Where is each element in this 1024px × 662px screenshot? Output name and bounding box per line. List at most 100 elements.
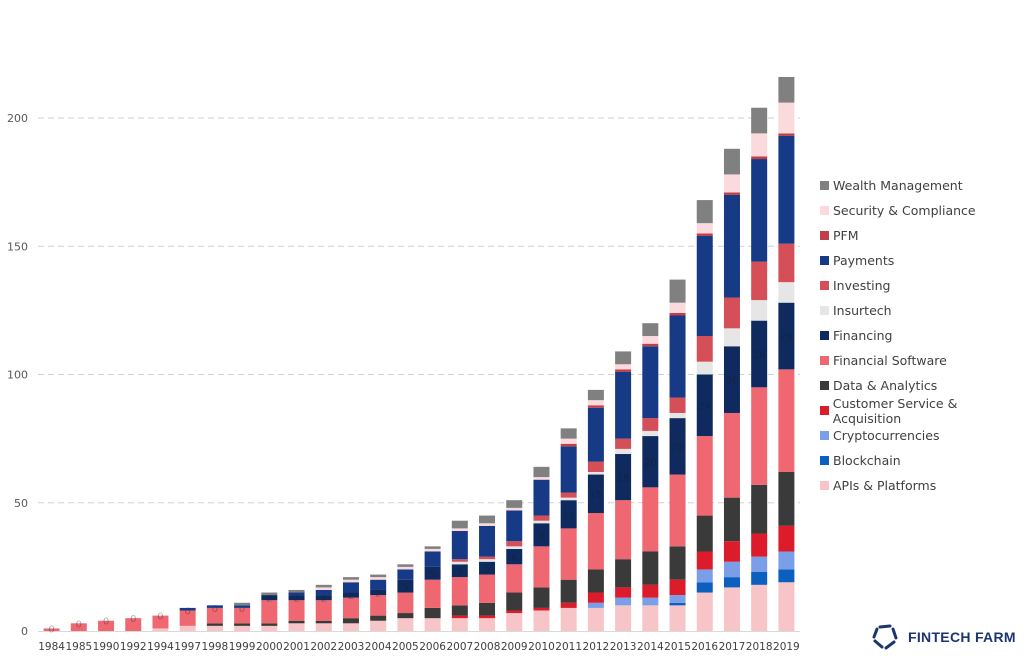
x-tick-label: 2018 xyxy=(746,641,773,653)
bar-segment xyxy=(315,600,332,621)
x-tick-label: 1997 xyxy=(174,641,201,653)
x-tick-label: 2008 xyxy=(474,641,501,653)
legend: Wealth Management Security & Compliance PF… xyxy=(820,173,1024,498)
bar-segment xyxy=(587,602,604,608)
bar-segment xyxy=(723,587,740,631)
legend-label: Insurtech xyxy=(833,303,892,318)
legend-swatch xyxy=(820,381,829,390)
legend-swatch xyxy=(820,181,829,190)
x-tick-label: 1999 xyxy=(229,641,256,653)
bar-segment xyxy=(642,336,659,344)
bar-segment xyxy=(723,328,740,347)
legend-item: Financial Software xyxy=(820,348,1024,373)
bar-segment xyxy=(615,559,632,588)
legend-label: Blockchain xyxy=(833,453,901,468)
bar-segment xyxy=(370,589,387,596)
bar-segment xyxy=(669,595,686,603)
bar-segment xyxy=(778,525,795,552)
bar-segment xyxy=(751,133,768,157)
legend-label: Customer Service & Acquisition xyxy=(832,395,958,426)
bar-segment xyxy=(315,584,332,588)
bar-segment xyxy=(342,582,359,593)
bar-segment xyxy=(751,156,768,160)
legend-item: Wealth Management xyxy=(820,173,1024,198)
bar-segment xyxy=(723,194,740,298)
legend-label: APIs & Platforms xyxy=(833,478,937,493)
legend-label: Wealth Management xyxy=(833,178,963,193)
x-tick-label: 1985 xyxy=(65,641,92,653)
bar-segment xyxy=(723,297,740,329)
bar-segment xyxy=(696,436,713,516)
bar-segment xyxy=(560,446,577,493)
bar-segment xyxy=(479,618,496,631)
legend-swatch xyxy=(820,356,829,365)
bar-segment xyxy=(723,541,740,562)
bar-segment xyxy=(179,610,196,626)
bar-segment xyxy=(751,261,768,301)
legend-swatch xyxy=(820,456,829,465)
bar-segment xyxy=(424,579,441,608)
bar-segment xyxy=(234,607,251,624)
bar-segment xyxy=(533,479,550,516)
legend-item: Financing xyxy=(820,323,1024,348)
bar-segment xyxy=(261,623,278,626)
legend-item: Customer Service & Acquisition xyxy=(820,395,1024,426)
bar-segment xyxy=(125,618,142,631)
bar-segment xyxy=(479,574,496,603)
bar-segment xyxy=(479,556,496,560)
bar-segment xyxy=(751,533,768,557)
data-label: 20 xyxy=(644,458,657,469)
bar-segment xyxy=(642,343,659,347)
data-label: 2 xyxy=(348,591,354,602)
bar-segment xyxy=(370,579,387,590)
bar-segment xyxy=(370,577,387,580)
bar-segment xyxy=(778,582,795,631)
bar-segment xyxy=(152,628,169,631)
bar-segment xyxy=(451,618,468,631)
bar-segment xyxy=(642,430,659,437)
bar-segment xyxy=(506,613,523,631)
bar-segment xyxy=(751,300,768,321)
bar-segment xyxy=(723,192,740,195)
bar-segment xyxy=(642,323,659,337)
bar-segment xyxy=(587,405,604,408)
legend-swatch xyxy=(820,331,829,340)
bar-segment xyxy=(669,302,686,313)
bar-segment xyxy=(778,551,795,570)
data-label: 0 xyxy=(184,606,190,617)
bar-segment xyxy=(642,597,659,606)
bar-segment xyxy=(696,374,713,437)
bar-segment xyxy=(342,592,359,598)
bar-segment xyxy=(424,607,441,619)
data-label: 6 xyxy=(511,553,517,564)
bar-segment xyxy=(179,607,196,611)
x-tick-label: 2011 xyxy=(555,641,582,653)
bar-segment xyxy=(397,579,414,593)
bar-segment xyxy=(424,566,441,580)
bar-segment xyxy=(778,369,795,472)
bar-segment xyxy=(751,556,768,573)
bar-segment xyxy=(397,564,414,567)
bar-segment xyxy=(615,351,632,365)
legend-swatch xyxy=(820,231,829,240)
bar-segment xyxy=(315,595,332,601)
bar-segment xyxy=(587,513,604,570)
data-label: 0 xyxy=(239,604,245,615)
x-tick-label: 2012 xyxy=(583,641,610,653)
bar-segment xyxy=(696,569,713,583)
x-tick-label: 2019 xyxy=(773,641,800,653)
bar-segment xyxy=(669,579,686,596)
bar-segment xyxy=(288,592,305,596)
bar-segment xyxy=(479,615,496,619)
bar-segment xyxy=(234,625,251,631)
legend-label: Investing xyxy=(833,278,891,293)
bar-segment xyxy=(533,607,550,611)
bar-segment xyxy=(342,579,359,583)
bar-segment xyxy=(288,595,305,601)
bar-segment xyxy=(506,592,523,611)
bar-segment xyxy=(615,369,632,372)
bar-segment xyxy=(451,530,468,560)
legend-swatch xyxy=(820,281,829,290)
bar-segment xyxy=(424,551,441,567)
bar-segment xyxy=(587,592,604,603)
